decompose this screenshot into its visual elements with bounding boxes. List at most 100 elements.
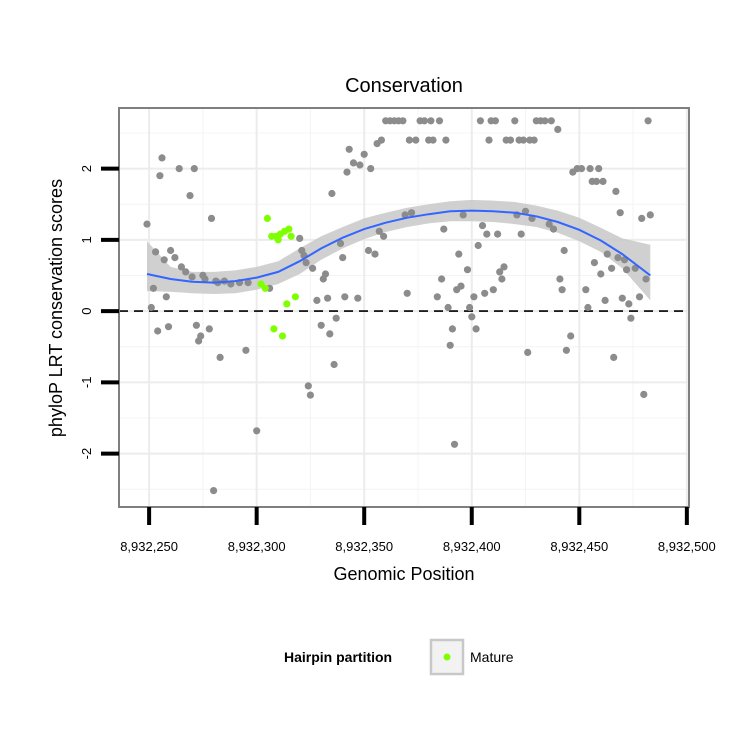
hairpin-point [511,117,519,125]
legend-label-mature: Mature [470,649,514,665]
hairpin-point [158,154,166,162]
hairpin-point [498,275,506,283]
plot-frame [118,107,690,508]
hairpin-point [253,427,261,435]
y-tick-label: 2 [79,165,94,172]
hairpin-point [420,117,428,125]
hairpin-point [160,256,168,264]
hairpin-point [545,220,553,228]
hairpin-point [521,207,530,215]
hairpin-point [474,241,482,250]
confidence-band [147,199,651,301]
hairpin-point [524,348,532,356]
hairpin-point [560,246,568,255]
x-tick-label: 8,932,350 [335,539,393,554]
hairpin-point [468,313,476,321]
hairpin-point [558,286,566,294]
hairpin-point [491,117,499,125]
hairpin-point [440,225,448,233]
legend-key-box [429,638,465,676]
hairpin-point [541,117,549,125]
hairpin-point [556,275,564,283]
hairpin-point [623,266,631,274]
hairpin-point [403,289,411,297]
hairpin-point [547,117,555,125]
chart-title: Conservation [345,75,463,97]
hairpin-point [519,136,528,144]
hairpin-point [642,275,650,283]
hairpin-point [644,117,652,125]
hairpin-point [450,440,459,448]
hairpin-point [582,286,590,294]
legend-title: Hairpin partition [284,649,392,665]
hairpin-point [242,346,250,354]
x-tick-label: 8,932,450 [550,539,608,554]
loess-smooth-line [146,209,651,284]
hairpin-point [302,259,310,267]
hairpin-point [371,250,379,258]
hairpin-point [584,303,592,312]
hairpin-point [614,254,622,262]
y-tick-label: 1 [79,236,94,243]
mature-point [270,325,278,333]
hairpin-point [459,211,467,219]
hairpin-point [306,391,314,399]
mature-point [278,332,287,340]
hairpin-point [364,246,373,255]
hairpin-point [618,294,626,302]
hairpin-point [296,234,304,242]
hairpin-point [444,303,452,312]
hairpin-point [549,225,558,233]
hairpin-point [341,293,349,301]
hairpin-point [367,165,375,173]
hairpin-point [330,360,338,369]
hairpin-point [147,303,155,312]
legend-key-mature [443,653,451,661]
hairpin-point [616,209,624,217]
hairpin-point [646,211,654,219]
hairpin-point [567,332,575,340]
hairpin-point [435,117,444,125]
x-tick-label: 8,932,300 [228,539,286,554]
hairpin-point [343,168,351,176]
hairpin-point [597,270,605,278]
hairpin-point [470,293,478,301]
mature-point [274,236,282,244]
hairpin-point [433,293,441,301]
hairpin-point [143,220,151,228]
hairpin-point [375,227,383,235]
y-tick-label: -1 [79,377,94,389]
x-axis-title: Genomic Position [333,564,474,584]
hairpin-point [377,136,385,144]
hairpin-point [156,172,164,180]
hairpin-point [207,214,216,222]
hairpin-point [590,259,599,267]
hairpin-point [485,136,493,144]
hairpin-point [360,150,368,158]
hairpin-point [177,263,185,271]
legend: Hairpin partition Mature [284,638,514,676]
mature-point [263,214,271,222]
hairpin-point [216,353,224,361]
hairpin-point [592,177,601,185]
hairpin-point [192,321,200,329]
hairpin-point [466,303,474,312]
x-tick-label: 8,932,400 [443,539,501,554]
hairpin-point [321,270,330,278]
hairpin-point [603,250,611,258]
hairpin-point [407,209,416,217]
hairpin-point [354,294,362,302]
hairpin-point [405,136,413,144]
hairpin-point [625,300,633,308]
mature-point [285,225,293,233]
hairpin-point [483,230,491,238]
hairpin-point [478,222,487,230]
hairpin-point [167,246,175,255]
hairpin-point [457,282,465,290]
hairpin-point [612,187,620,195]
hairpin-point [205,325,213,333]
axes: 8,932,250 8,932,300 8,932,350 8,932,400 8,93… [79,165,716,554]
hairpin-point [427,117,435,125]
y-axis-title: phyloP LRT conservation scores [46,179,66,437]
